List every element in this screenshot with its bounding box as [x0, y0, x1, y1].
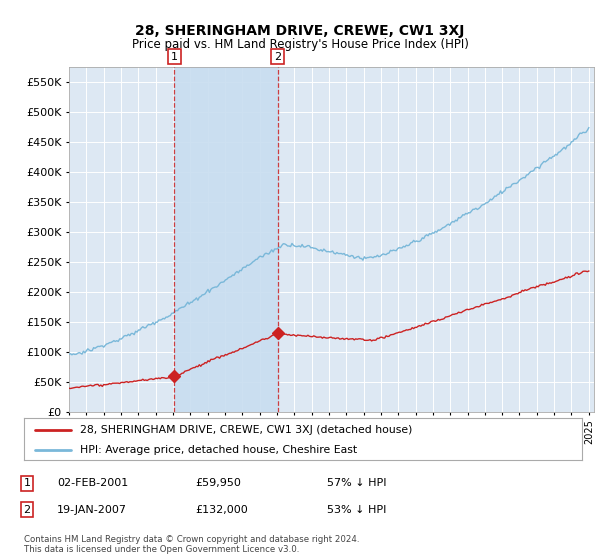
Text: £59,950: £59,950	[195, 478, 241, 488]
Text: 57% ↓ HPI: 57% ↓ HPI	[327, 478, 386, 488]
Text: 19-JAN-2007: 19-JAN-2007	[57, 505, 127, 515]
Text: 1: 1	[23, 478, 31, 488]
Text: Price paid vs. HM Land Registry's House Price Index (HPI): Price paid vs. HM Land Registry's House …	[131, 38, 469, 50]
Text: 1: 1	[171, 52, 178, 62]
Text: 2: 2	[23, 505, 31, 515]
Text: Contains HM Land Registry data © Crown copyright and database right 2024.
This d: Contains HM Land Registry data © Crown c…	[24, 535, 359, 554]
Text: HPI: Average price, detached house, Cheshire East: HPI: Average price, detached house, Ches…	[80, 445, 357, 455]
Text: 28, SHERINGHAM DRIVE, CREWE, CW1 3XJ: 28, SHERINGHAM DRIVE, CREWE, CW1 3XJ	[136, 24, 464, 38]
Text: £132,000: £132,000	[195, 505, 248, 515]
Text: 53% ↓ HPI: 53% ↓ HPI	[327, 505, 386, 515]
Text: 02-FEB-2001: 02-FEB-2001	[57, 478, 128, 488]
Bar	[175, 67, 278, 412]
Text: 28, SHERINGHAM DRIVE, CREWE, CW1 3XJ (detached house): 28, SHERINGHAM DRIVE, CREWE, CW1 3XJ (de…	[80, 425, 412, 435]
Text: 2: 2	[274, 52, 281, 62]
